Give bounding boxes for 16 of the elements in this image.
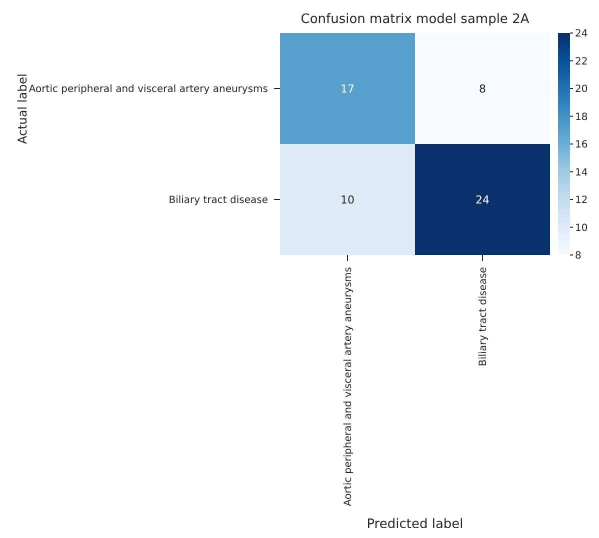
color-bar-label: 20 bbox=[575, 84, 588, 95]
data-label: 17 bbox=[340, 82, 354, 96]
y-axis-title: Actual label bbox=[15, 74, 30, 144]
data-label: 8 bbox=[479, 82, 486, 96]
color-bar-label: 22 bbox=[575, 56, 588, 68]
color-bar-label: 8 bbox=[575, 250, 582, 262]
color-bar-label: 24 bbox=[575, 28, 588, 40]
data-label: 10 bbox=[340, 193, 354, 206]
color-bar-label: 18 bbox=[575, 112, 588, 123]
color-bar-label: 16 bbox=[575, 140, 588, 150]
x-axis-title: Predicted label bbox=[366, 517, 464, 532]
color-bar-label: 10 bbox=[575, 222, 588, 234]
color-bar-label: 12 bbox=[575, 195, 588, 206]
chart-title: Confusion matrix model sample 2A bbox=[300, 12, 530, 27]
data-label: 24 bbox=[476, 193, 490, 206]
color-bar-label: 14 bbox=[575, 167, 588, 178]
